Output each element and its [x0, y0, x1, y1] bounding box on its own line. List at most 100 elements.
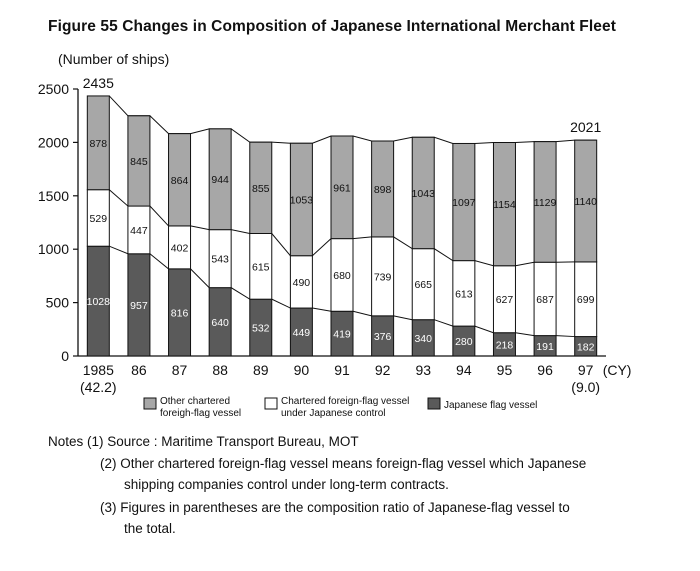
- bar-segment: [533, 141, 557, 263]
- legend-label: Chartered foreign-flag vessel: [281, 396, 409, 407]
- legend-label: Japanese flag vessel: [444, 400, 537, 411]
- data-label: 1043: [412, 188, 436, 200]
- bar-segment: [452, 142, 476, 262]
- x-axis-unit-label: (CY): [603, 362, 632, 378]
- y-tick-label: 2000: [38, 134, 69, 150]
- data-label: 449: [293, 327, 311, 339]
- ratio-label-last: (9.0): [571, 379, 600, 395]
- data-label: 627: [496, 294, 514, 306]
- data-label: 878: [90, 138, 108, 150]
- legend-swatch: [264, 397, 278, 410]
- data-label: 613: [455, 288, 473, 300]
- data-label: 182: [577, 341, 595, 353]
- bar-segment: [86, 95, 110, 191]
- data-label: 739: [374, 271, 392, 283]
- y-tick-label: 500: [46, 295, 70, 311]
- data-label: 1140: [574, 196, 597, 208]
- data-label: 816: [171, 307, 189, 319]
- data-label: 543: [211, 254, 229, 266]
- legend-item: Japanese flag vessel: [427, 397, 537, 411]
- note-2-line-1: (2) Other chartered foreign-flag vessel …: [100, 456, 587, 471]
- data-label: 640: [211, 317, 229, 329]
- note-2-line-2: shipping companies control under long-te…: [124, 477, 449, 492]
- x-tick-label: 91: [334, 362, 350, 378]
- x-tick-label: 90: [294, 362, 310, 378]
- x-tick-label: 93: [415, 362, 431, 378]
- bar-segment: [574, 139, 598, 263]
- y-axis-label: (Number of ships): [58, 51, 169, 67]
- bar-segment: [289, 142, 313, 257]
- data-label: 1154: [493, 199, 516, 211]
- data-label: 376: [374, 331, 392, 343]
- data-label: 532: [252, 323, 270, 335]
- bar-segment: [492, 142, 516, 267]
- note-3-line-1: (3) Figures in parentheses are the compo…: [100, 500, 570, 515]
- data-label: 961: [333, 182, 351, 194]
- data-label: 1097: [452, 197, 476, 209]
- x-tick-label: 87: [172, 362, 188, 378]
- data-label: 447: [130, 225, 148, 237]
- axes: 0 500 1000 1500 2000 2500: [38, 81, 606, 364]
- x-tick-label: 96: [537, 362, 553, 378]
- ratio-label-first: (42.2): [80, 379, 117, 395]
- total-label-last: 2021: [570, 119, 601, 135]
- legend-swatch: [427, 397, 441, 410]
- data-label: 1053: [290, 194, 314, 206]
- data-label: 1028: [87, 296, 111, 308]
- data-label: 218: [496, 339, 514, 351]
- data-label: 529: [90, 213, 108, 225]
- legend-label: Other chartered: [160, 396, 230, 407]
- x-tick-label: 94: [456, 362, 472, 378]
- bar-segment: [249, 141, 273, 235]
- bars: [86, 95, 598, 357]
- x-tick-label: 95: [497, 362, 513, 378]
- note-3-line-2: the total.: [124, 521, 176, 536]
- data-label: 855: [252, 183, 270, 195]
- data-label: 490: [293, 277, 311, 289]
- data-label: 191: [536, 341, 554, 353]
- data-label: 864: [171, 175, 189, 187]
- bar-segment: [208, 128, 232, 231]
- data-labels: 1028 957 816 640 532 449 419 376 340 280 218 191 182…: [83, 75, 602, 353]
- data-label: 665: [414, 279, 432, 291]
- data-label: 1129: [534, 197, 557, 209]
- legend-swatch: [143, 397, 157, 410]
- legend-label: foreigh-flag vessel: [160, 408, 241, 419]
- data-label: 402: [171, 242, 189, 254]
- data-label: 944: [211, 174, 229, 186]
- data-label: 419: [333, 329, 351, 341]
- stacked-bar-chart: (Number of ships) 0 500 1000 1500 2000 2500 1…: [38, 51, 632, 419]
- y-tick-label: 2500: [38, 81, 69, 97]
- x-tick-label: 86: [131, 362, 147, 378]
- bar-segment: [411, 136, 435, 250]
- chart-title: Figure 55 Changes in Composition of Japa…: [48, 18, 616, 35]
- x-tick-label: 1985: [83, 362, 114, 378]
- bar-segment: [371, 140, 395, 238]
- data-label: 687: [536, 294, 554, 306]
- x-tick-label: 97: [578, 362, 594, 378]
- y-tick-label: 1000: [38, 241, 69, 257]
- data-label: 280: [455, 336, 473, 348]
- data-label: 699: [577, 294, 595, 306]
- data-label: 898: [374, 184, 392, 196]
- data-label: 680: [333, 270, 351, 282]
- x-tick-label: 88: [212, 362, 228, 378]
- note-1: Notes (1) Source : Maritime Transport Bu…: [48, 434, 359, 449]
- data-label: 615: [252, 261, 270, 273]
- total-label-first: 2435: [83, 75, 114, 91]
- x-tick-label: 89: [253, 362, 269, 378]
- data-label: 845: [130, 156, 148, 168]
- legend-label: under Japanese control: [281, 408, 386, 419]
- bar-segment: [168, 133, 192, 227]
- x-tick-label: 92: [375, 362, 391, 378]
- x-tick-labels: 1985 86 87 88 89 90 91 92 93 94 95 96 97 (CY) (42.2) (9…: [80, 362, 631, 395]
- y-tick-label: 0: [61, 348, 69, 364]
- y-tick-label: 1500: [38, 188, 69, 204]
- data-label: 340: [414, 333, 432, 345]
- data-label: 957: [130, 300, 148, 312]
- bar-segment: [330, 135, 354, 240]
- bar-segment: [127, 115, 151, 207]
